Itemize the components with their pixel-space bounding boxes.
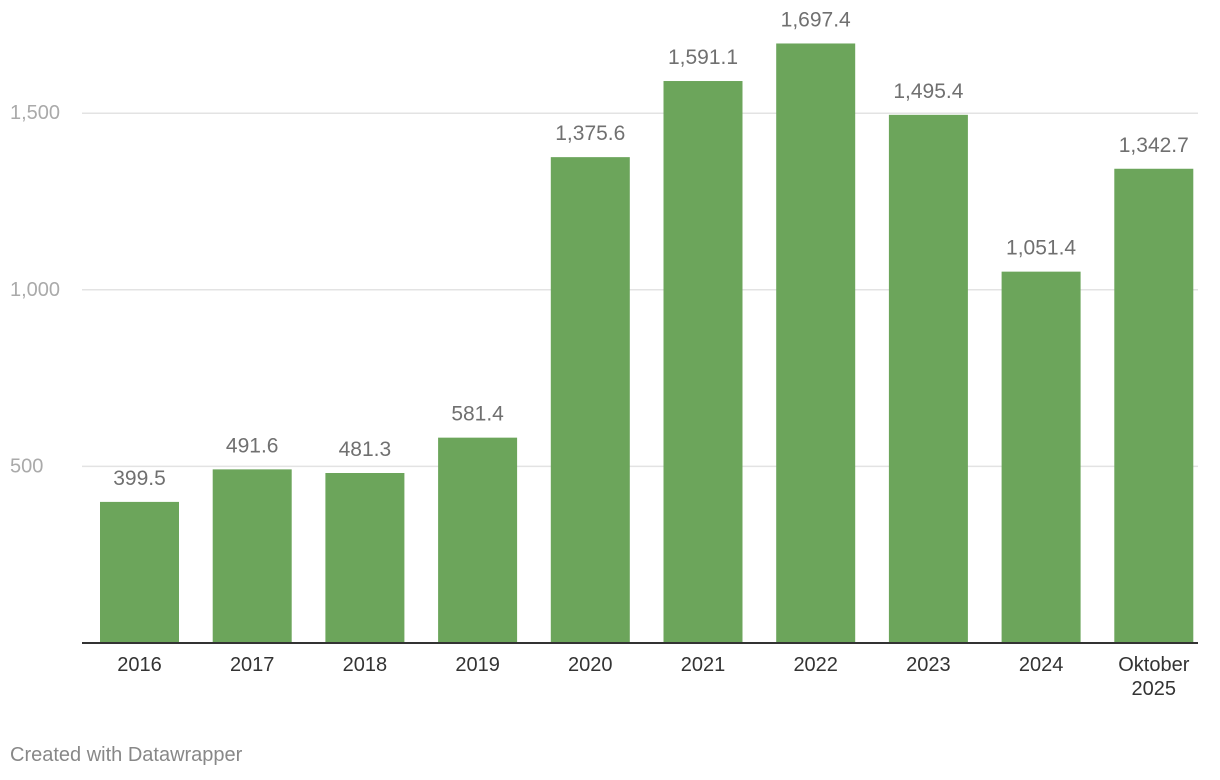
y-tick-label: 500 — [10, 455, 43, 477]
x-tick-label: 2021 — [681, 654, 726, 676]
bar — [550, 157, 630, 644]
x-tick-label: 2016 — [117, 654, 162, 676]
x-axis: 2016 2017 2018 2019 2020 2021 2022 2023 2024 Okto… — [82, 642, 1198, 700]
bar — [1001, 271, 1081, 643]
x-tick-label: 2020 — [568, 654, 613, 676]
x-tick-label: 2018 — [343, 654, 388, 676]
value-label: 491.6 — [226, 434, 279, 457]
value-label: 581.4 — [451, 403, 504, 426]
credit-text: Created with Datawrapper — [10, 744, 243, 766]
bar — [100, 501, 179, 643]
x-tick-label: 2022 — [793, 654, 838, 676]
x-tick-label: Oktober — [1118, 654, 1189, 676]
value-labels: 399.5 491.6 481.3 581.4 1,375.6 1,591.1 1,697.… — [113, 8, 1189, 489]
value-label: 399.5 — [113, 467, 166, 490]
x-tick-label: 2017 — [230, 654, 275, 676]
x-tick-label: 2024 — [1019, 654, 1064, 676]
value-label: 1,495.4 — [893, 80, 963, 103]
bars — [100, 43, 1194, 644]
value-label: 1,591.1 — [668, 46, 738, 69]
y-tick-label: 1,000 — [10, 279, 60, 301]
x-tick-label: 2025 — [1132, 678, 1177, 700]
bar — [438, 437, 518, 643]
bar — [212, 469, 292, 643]
bar — [1114, 168, 1194, 643]
x-tick-label: 2019 — [455, 654, 500, 676]
y-tick-label: 1,500 — [10, 102, 60, 124]
value-label: 481.3 — [339, 438, 392, 461]
bar — [663, 81, 743, 643]
value-label: 1,051.4 — [1006, 237, 1076, 260]
x-tick-label: 2023 — [906, 654, 951, 676]
bar — [776, 43, 856, 643]
value-label: 1,342.7 — [1119, 134, 1189, 157]
bar — [888, 114, 968, 644]
bar — [325, 473, 405, 643]
value-label: 1,375.6 — [555, 122, 625, 145]
value-label: 1,697.4 — [781, 8, 851, 31]
